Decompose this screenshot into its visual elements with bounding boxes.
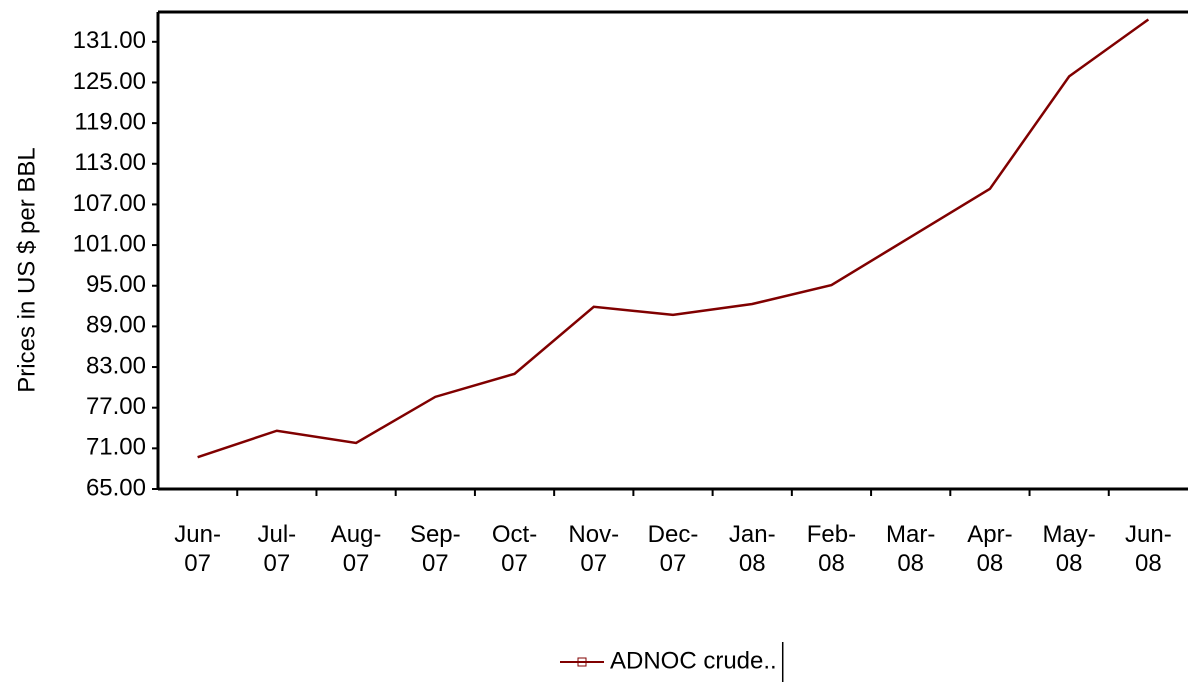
y-tick-label: 89.00 — [86, 312, 146, 339]
x-tick-label: Jun-08 — [1125, 521, 1172, 577]
y-tick-label: 95.00 — [86, 271, 146, 298]
x-tick-label: Mar-08 — [886, 521, 936, 577]
legend-marker — [577, 657, 587, 667]
data-line — [197, 18, 1150, 459]
y-tick-label: 77.00 — [86, 393, 146, 420]
y-tick-label: 65.00 — [86, 474, 146, 501]
x-tick-label: Jul-07 — [257, 521, 297, 577]
y-tick-label: 113.00 — [74, 149, 146, 176]
y-tick-label: 107.00 — [73, 190, 146, 217]
y-axis-label: Prices in US $ per BBL — [13, 147, 40, 392]
x-tick-label: Jun-07 — [174, 521, 221, 577]
x-tick-label: Jan-08 — [728, 521, 776, 577]
x-tick-label: Oct-07 — [491, 521, 538, 577]
x-tick-label: Aug-07 — [330, 521, 382, 577]
y-tick-label: 131.00 — [73, 27, 146, 54]
y-tick-label: 101.00 — [73, 230, 146, 257]
x-tick-label: May-08 — [1042, 521, 1096, 577]
y-tick-label: 125.00 — [73, 68, 146, 95]
x-tick-label: Nov-07 — [568, 521, 620, 577]
x-tick-label: Feb-08 — [806, 521, 857, 577]
x-tick-label: Apr-08 — [967, 521, 1013, 577]
x-tick-label: Dec-07 — [647, 521, 699, 577]
legend-label: ADNOC crude.. — [610, 647, 777, 674]
x-tick-label: Sep-07 — [409, 521, 461, 577]
y-tick-label: 83.00 — [86, 352, 146, 379]
y-tick-label: 119.00 — [74, 108, 146, 135]
y-tick-label: 71.00 — [86, 434, 146, 461]
